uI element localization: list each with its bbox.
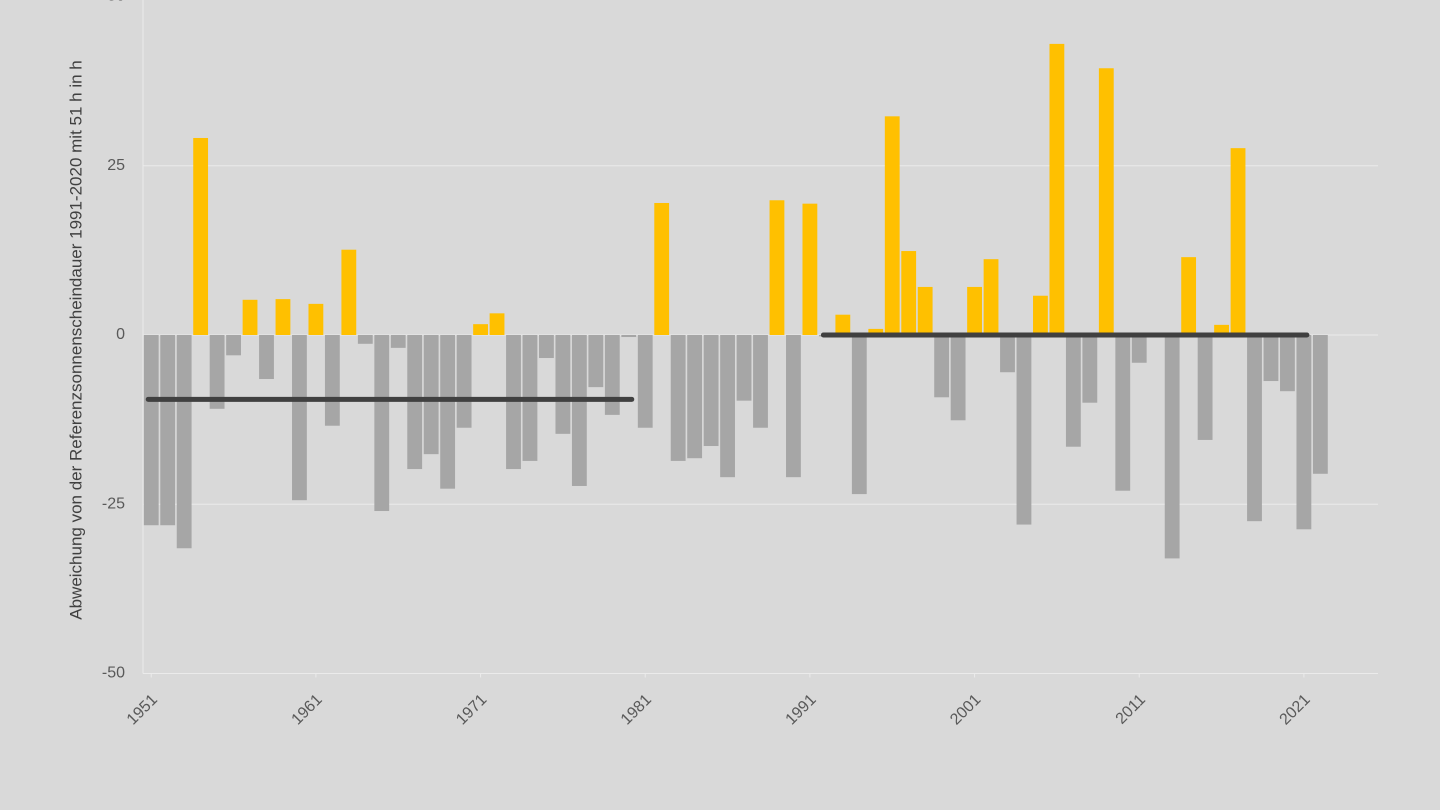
bar xyxy=(390,335,406,348)
bar xyxy=(407,335,423,470)
x-tick-label: 1951 xyxy=(124,691,161,728)
bar xyxy=(571,335,587,486)
bar xyxy=(275,299,291,335)
bar xyxy=(851,335,867,495)
bar xyxy=(1115,335,1131,491)
x-tick-label: 1991 xyxy=(783,691,820,728)
bar xyxy=(835,314,851,335)
bar xyxy=(357,335,373,344)
bar xyxy=(769,200,785,335)
bar xyxy=(341,249,357,335)
bar xyxy=(1296,335,1312,530)
bar xyxy=(1181,257,1197,335)
bar xyxy=(555,335,571,434)
bar xyxy=(506,335,521,470)
bar xyxy=(423,335,439,455)
bar xyxy=(1247,335,1262,522)
x-tick-label: 1961 xyxy=(289,691,326,728)
bar xyxy=(193,137,209,335)
bar xyxy=(308,303,324,335)
y-tick-label: 0 xyxy=(116,326,125,343)
bar xyxy=(703,335,719,447)
bar xyxy=(967,286,982,335)
bar xyxy=(324,335,340,426)
y-tick-label: -50 xyxy=(102,665,125,682)
bar xyxy=(473,324,488,335)
bar xyxy=(292,335,307,501)
x-tick-label: 1971 xyxy=(453,691,490,728)
bar xyxy=(1197,335,1213,440)
bar xyxy=(1263,335,1279,382)
y-tick-label: 25 xyxy=(107,157,125,174)
bar xyxy=(934,335,950,398)
bar xyxy=(720,335,735,478)
bar xyxy=(456,335,472,428)
bar xyxy=(1016,335,1032,525)
bar xyxy=(1230,148,1246,335)
bar xyxy=(901,251,917,335)
bar xyxy=(917,286,933,335)
bar xyxy=(950,335,966,421)
x-tick-label: 1981 xyxy=(618,691,655,728)
bar xyxy=(1000,335,1015,373)
bar xyxy=(604,335,620,415)
bar xyxy=(209,335,225,409)
bar xyxy=(440,335,456,489)
bar xyxy=(621,335,637,338)
bar xyxy=(588,335,604,388)
bar xyxy=(176,335,192,549)
bar xyxy=(868,328,884,335)
bar xyxy=(489,313,505,335)
bar xyxy=(374,335,390,512)
bar xyxy=(259,335,274,380)
bar xyxy=(143,335,159,526)
bar xyxy=(1280,335,1295,392)
bar xyxy=(1098,68,1114,336)
bar xyxy=(736,335,752,401)
bar xyxy=(786,335,801,478)
bar xyxy=(1131,335,1147,363)
bar xyxy=(670,335,686,461)
y-tick-label: -25 xyxy=(102,495,125,512)
x-tick-label: 2011 xyxy=(1113,691,1149,727)
bar xyxy=(753,335,768,428)
bar xyxy=(226,335,241,356)
bar xyxy=(654,202,670,335)
bar xyxy=(1214,324,1229,335)
bar xyxy=(1065,335,1081,447)
bar xyxy=(1049,43,1065,335)
bar xyxy=(687,335,703,459)
bar xyxy=(1082,335,1098,403)
y-tick-label: 50 xyxy=(107,0,125,5)
bar xyxy=(1164,335,1180,559)
x-tick-label: 2021 xyxy=(1277,691,1314,728)
bar xyxy=(802,203,818,335)
x-tick-label: 2001 xyxy=(947,691,984,728)
bar xyxy=(1033,295,1048,335)
bar xyxy=(637,335,653,428)
bar xyxy=(1312,335,1328,474)
bar xyxy=(539,335,554,359)
bar xyxy=(160,335,176,526)
y-axis-title: Abweichung von der Referenzsonnenscheind… xyxy=(66,60,85,620)
bar xyxy=(983,259,999,335)
bar xyxy=(884,116,900,335)
bar xyxy=(242,299,258,335)
